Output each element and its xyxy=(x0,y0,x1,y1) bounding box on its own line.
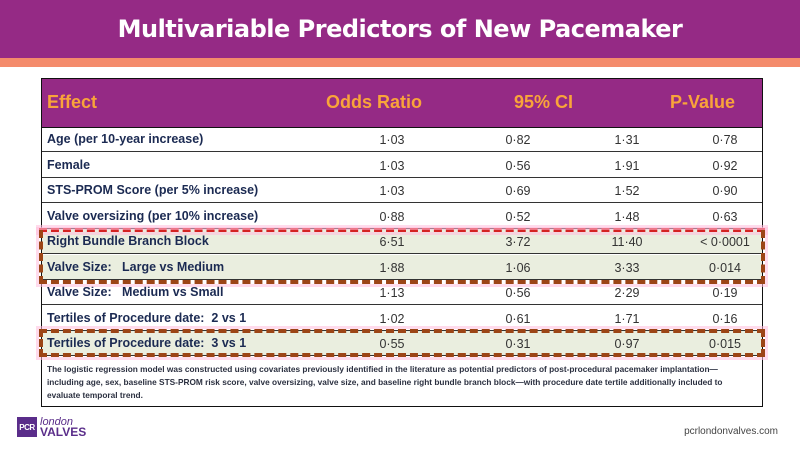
logo-valves: VALVES xyxy=(40,425,87,439)
effect-cell: Female xyxy=(47,157,91,172)
pcr-london-valves-logo: PCR london VALVES xyxy=(17,416,87,439)
ci-low-cell: 0·56 xyxy=(505,158,531,173)
p-value-cell: 0·78 xyxy=(712,133,738,147)
odds-ratio-cell: 6·51 xyxy=(379,235,405,249)
p-value-cell: 0·92 xyxy=(712,158,738,173)
table-header-row: Effect Odds Ratio 95% CI P-Value xyxy=(42,79,762,128)
p-value-cell: 0·90 xyxy=(712,184,738,198)
table-row: Right Bundle Branch Block 6·51 3·72 11·40 < … xyxy=(42,229,762,254)
table-row: Female 1·03 0·56 1·91 0·92 xyxy=(42,153,762,178)
effect-cell: Tertiles of Procedure date: 3 vs 1 xyxy=(47,336,247,350)
ci-high-cell: 1·52 xyxy=(614,184,640,198)
odds-ratio-cell: 1·13 xyxy=(379,286,405,300)
p-value-cell: < 0·0001 xyxy=(700,235,750,249)
ci-low-cell: 0·52 xyxy=(505,209,531,224)
footnote: The logistic regression model was constr… xyxy=(47,364,723,400)
header-effect: Effect xyxy=(47,92,98,112)
ci-low-cell: 0·31 xyxy=(505,337,531,351)
ci-high-cell: 2·29 xyxy=(614,286,640,300)
effect-cell: Valve Size: Large vs Medium xyxy=(47,259,225,274)
odds-ratio-cell: 0·55 xyxy=(379,337,405,351)
ci-low-cell: 0·82 xyxy=(505,133,531,147)
table-row: Tertiles of Procedure date: 3 vs 1 0·55 0·… xyxy=(42,331,762,356)
pcr-badge-icon: PCR xyxy=(17,417,37,437)
p-value-cell: 0·16 xyxy=(712,311,738,326)
effect-cell: Valve oversizing (per 10% increase) xyxy=(47,208,259,223)
ci-high-cell: 1·48 xyxy=(614,209,640,224)
header-odds-ratio: Odds Ratio xyxy=(326,92,423,112)
ci-high-cell: 3·33 xyxy=(614,260,640,275)
predictors-table: Effect Odds Ratio 95% CI P-Value Age (pe… xyxy=(41,78,763,407)
p-value-cell: 0·19 xyxy=(712,286,738,300)
odds-ratio-cell: 1·03 xyxy=(379,133,405,147)
logo-london: london xyxy=(40,416,74,428)
site-url: pcrlondonvalves.com xyxy=(684,426,778,437)
table-row: Valve Size: Medium vs Small 1·13 0·56 2·29 0… xyxy=(42,280,762,305)
ci-high-cell: 11·40 xyxy=(611,235,643,249)
title-bar: Multivariable Predictors of New Pacemake… xyxy=(0,0,800,58)
ci-low-cell: 0·69 xyxy=(505,184,531,198)
ci-high-cell: 1·91 xyxy=(614,158,640,173)
accent-stripe xyxy=(0,58,800,67)
table-row: Age (per 10-year increase) 1·03 0·82 1·31 0·… xyxy=(42,127,762,152)
ci-low-cell: 0·56 xyxy=(505,286,531,300)
ci-low-cell: 1·06 xyxy=(505,260,531,275)
ci-high-cell: 1·71 xyxy=(614,311,640,326)
odds-ratio-cell: 1·03 xyxy=(379,184,405,198)
effect-cell: Tertiles of Procedure date: 2 vs 1 xyxy=(47,310,247,325)
odds-ratio-cell: 1·03 xyxy=(379,158,405,173)
header-p-value: P-Value xyxy=(670,92,736,112)
p-value-cell: 0·63 xyxy=(712,209,738,224)
effect-cell: Valve Size: Medium vs Small xyxy=(47,285,224,299)
effect-cell: Right Bundle Branch Block xyxy=(47,234,209,248)
p-value-cell: 0·014 xyxy=(709,260,741,275)
ci-high-cell: 1·31 xyxy=(614,133,640,147)
slide-title: Multivariable Predictors of New Pacemake… xyxy=(117,15,683,43)
table-row: STS-PROM Score (per 5% increase) 1·03 0·69… xyxy=(42,178,762,203)
odds-ratio-cell: 0·88 xyxy=(379,209,405,224)
ci-low-cell: 0·61 xyxy=(505,311,531,326)
table-row: Tertiles of Procedure date: 2 vs 1 1·02 0·… xyxy=(42,306,762,331)
header-95-ci: 95% CI xyxy=(514,92,574,112)
ci-high-cell: 0·97 xyxy=(614,337,640,351)
table-row: Valve oversizing (per 10% increase) 0·88 0… xyxy=(42,204,762,229)
odds-ratio-cell: 1·88 xyxy=(379,260,405,275)
ci-low-cell: 3·72 xyxy=(505,235,531,249)
p-value-cell: 0·015 xyxy=(709,337,741,351)
odds-ratio-cell: 1·02 xyxy=(379,311,405,326)
table-row: Valve Size: Large vs Medium 1·88 1·06 3·33 0… xyxy=(42,254,762,280)
effect-cell: STS-PROM Score (per 5% increase) xyxy=(47,183,259,197)
effect-cell: Age (per 10-year increase) xyxy=(47,132,204,146)
